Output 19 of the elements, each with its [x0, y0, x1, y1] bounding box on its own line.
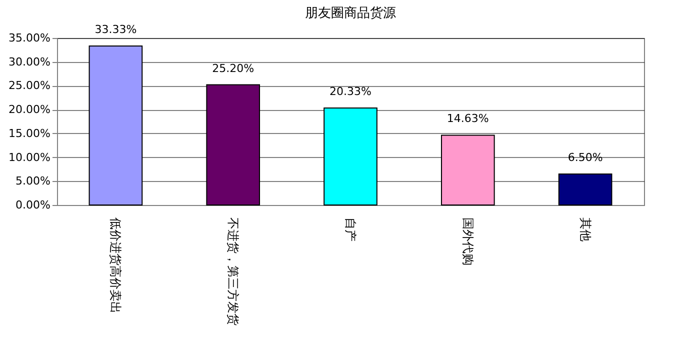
- y-tick-label: 0.00%: [16, 198, 50, 212]
- x-tick-label: 自产: [344, 218, 358, 242]
- x-tick-label: 国外代购: [460, 218, 475, 266]
- chart-title: 朋友圈商品货源: [305, 6, 396, 21]
- y-tick-label: 20.00%: [8, 103, 50, 116]
- y-tick-label: 25.00%: [8, 79, 50, 92]
- y-tick-label: 35.00%: [8, 32, 50, 44]
- y-tick-label: 15.00%: [8, 126, 50, 140]
- data-label: 14.63%: [446, 112, 489, 126]
- y-tick-label: 10.00%: [8, 150, 50, 164]
- y-tick-label: 5.00%: [16, 174, 50, 188]
- data-label: 6.50%: [568, 150, 603, 164]
- x-tick-label: 低价进货高价卖出: [108, 218, 123, 314]
- x-tick-label: 不进货，第三方发货: [226, 218, 240, 326]
- x-tick-label: 其他: [578, 218, 592, 242]
- data-label: 25.20%: [212, 62, 254, 75]
- data-label: 33.33%: [94, 22, 137, 36]
- data-label: 20.33%: [330, 84, 372, 98]
- y-tick-label: 30.00%: [8, 55, 50, 68]
